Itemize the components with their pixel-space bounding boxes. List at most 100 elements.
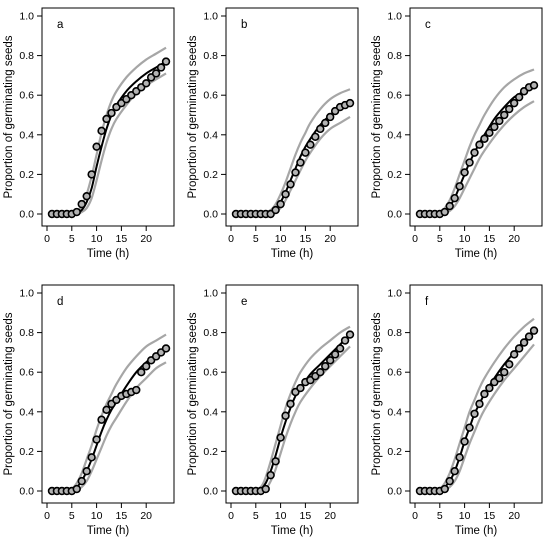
data-point [470,148,479,157]
x-tick-label: 0 [412,233,418,245]
y-tick-label: 0.0 [19,486,34,498]
y-tick-label: 0.0 [19,209,34,221]
data-point [485,383,494,393]
y-tick-label: 0.0 [387,209,402,221]
x-tick-label: 5 [253,510,259,522]
x-tick-label: 10 [459,510,471,522]
data-point [509,98,519,108]
data-point [450,467,459,476]
band-line-lower [49,72,167,216]
data-point [141,79,151,88]
y-tick-label: 0.2 [19,446,34,458]
x-tick-label: 15 [116,233,128,245]
data-point [500,110,509,120]
data-point [92,142,101,151]
data-point [465,423,474,432]
panel-f: f 0.0 0.2 0.4 0.6 0.8 1.0 0 5 10 15 20 Time (h) Propo… [371,284,543,537]
data-point [514,344,524,353]
data-point [271,205,280,215]
x-tick-label: 5 [437,510,443,522]
data-point [286,180,295,189]
y-tick-label: 0.4 [203,129,218,141]
y-tick-label: 0.6 [203,90,218,102]
plot-frame [409,284,543,504]
x-tick-label: 20 [324,510,336,522]
data-point [87,170,96,179]
panel-label: f [425,296,429,308]
data-point [470,409,479,418]
x-tick-label: 5 [69,510,75,522]
x-tick-label: 0 [228,233,234,245]
data-point [519,338,529,347]
data-point [500,368,509,377]
y-tick-label: 0.0 [203,486,218,498]
x-tick-label: 15 [116,510,128,522]
x-axis-title: Time (h) [455,248,498,260]
data-point [460,168,469,177]
data-point [286,399,295,409]
y-tick-label: 0.0 [203,209,218,221]
x-tick-label: 15 [484,510,496,522]
data-point [276,433,285,442]
data-point [321,118,330,128]
y-tick-label: 0.4 [387,406,402,418]
data-point [132,385,141,395]
panel-e: e 0.0 0.2 0.4 0.6 0.8 1.0 0 5 10 15 20 Time (h) Propo… [187,284,359,537]
data-point [345,330,355,339]
y-axis-title: Proportion of germinating seeds [371,312,383,475]
data-point [97,415,106,424]
x-tick-label: 20 [140,510,152,522]
data-point [480,134,489,143]
x-axis-title: Time (h) [87,525,130,537]
data-point [445,201,454,211]
y-tick-label: 0.2 [203,169,218,181]
x-tick-label: 5 [437,233,443,245]
data-point [141,362,151,371]
data-point [455,182,464,191]
y-tick-label: 0.0 [387,486,402,498]
x-tick-label: 15 [300,233,312,245]
x-tick-label: 15 [300,510,312,522]
y-tick-label: 1.0 [19,288,34,300]
data-point [495,116,504,126]
data-point [311,132,320,141]
data-point [107,108,116,118]
x-tick-label: 10 [275,510,287,522]
x-tick-label: 20 [508,510,520,522]
data-point [455,453,464,462]
plot-frame [225,7,359,227]
y-tick-label: 0.2 [203,446,218,458]
data-point [490,122,499,132]
data-point [475,140,484,149]
data-point [92,435,101,444]
data-point [505,360,514,369]
data-point [271,457,280,466]
data-point [161,57,171,66]
data-point [291,168,300,177]
plot-frame [41,7,175,227]
band-line-upper [417,68,535,216]
data-point [475,399,484,409]
band-line-lower [49,361,167,493]
data-point [524,332,534,341]
data-point [72,207,81,217]
x-tick-label: 5 [253,233,259,245]
x-tick-label: 0 [228,510,234,522]
y-tick-label: 0.6 [19,90,34,102]
y-tick-label: 1.0 [387,288,402,300]
x-tick-label: 20 [324,233,336,245]
y-tick-label: 0.4 [203,406,218,418]
band-line-lower [233,345,351,493]
x-tick-label: 10 [91,510,103,522]
x-tick-label: 0 [44,510,50,522]
x-axis-title: Time (h) [271,525,314,537]
y-tick-label: 0.8 [203,327,218,339]
data-point [156,63,166,72]
data-point [445,476,454,486]
data-point [465,158,474,167]
x-axis-title: Time (h) [87,248,130,260]
data-point [102,405,111,415]
panel-c: c 0.0 0.2 0.4 0.6 0.8 1.0 0 5 10 15 20 Time (h) Propo… [371,7,543,260]
data-point [97,126,106,136]
